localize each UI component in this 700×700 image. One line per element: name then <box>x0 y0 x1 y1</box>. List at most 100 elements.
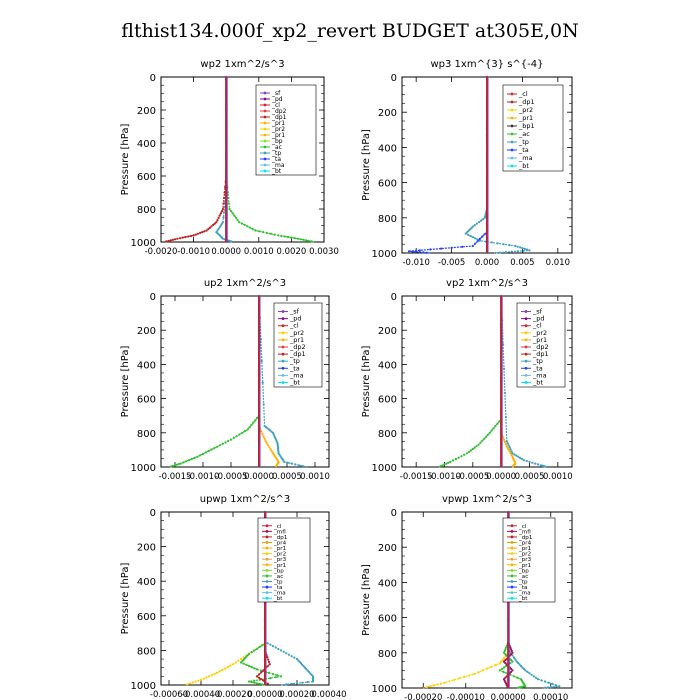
series-marker-pr2 <box>207 675 211 678</box>
series-marker-ac <box>239 661 243 664</box>
series-marker-ac <box>258 645 261 649</box>
series-marker-tp <box>309 672 312 675</box>
legend-label: _pr1 <box>289 336 304 344</box>
legend-label: _tp <box>273 580 283 586</box>
series-marker-tp <box>273 435 276 438</box>
legend-marker <box>263 121 267 125</box>
series-marker-tp <box>274 646 277 649</box>
series-marker-ac <box>441 464 444 467</box>
series-marker-tp <box>282 650 285 653</box>
series-marker-tp <box>275 440 278 443</box>
series-marker-ac <box>481 439 484 442</box>
x-tick-label: 0.00020 <box>279 690 314 700</box>
series-marker-tp <box>303 666 307 669</box>
plot-title: upwp 1xm^2/s^3 <box>200 494 290 505</box>
series-marker-dp1 <box>267 660 271 664</box>
legend-marker <box>510 108 514 112</box>
legend-label: _ac <box>518 574 528 580</box>
legend-label: _tp <box>289 357 300 365</box>
series-marker-tp <box>230 240 233 243</box>
series-marker-tp <box>513 453 516 456</box>
series-marker-tp <box>477 221 480 224</box>
series-marker-tp <box>299 662 303 665</box>
series-marker-mfl <box>510 653 513 656</box>
series-marker-dp1 <box>213 222 216 225</box>
series-marker-ta <box>450 246 453 249</box>
series-marker-tp <box>506 442 509 445</box>
legend-label: _dp1 <box>289 350 306 358</box>
series-marker-ac <box>247 652 251 656</box>
series-marker-tp <box>526 248 529 251</box>
series-marker-tp <box>290 462 293 465</box>
series-marker-ac <box>305 239 308 242</box>
series-marker-tp <box>502 367 506 370</box>
legend-marker <box>510 132 514 136</box>
legend-marker <box>263 97 267 101</box>
series-marker-dp1 <box>194 233 197 236</box>
series-marker-dp1 <box>267 658 270 661</box>
series-marker-dp1 <box>266 682 269 685</box>
legend-marker <box>263 157 267 161</box>
series-marker-pr2 <box>237 659 240 662</box>
legend-marker <box>265 529 269 533</box>
legend-marker <box>510 535 514 539</box>
series-marker-tp <box>508 244 511 247</box>
series-marker-tp <box>521 247 524 250</box>
series-marker-pr2 <box>502 657 506 660</box>
legend-marker <box>265 580 269 583</box>
series-marker-tp <box>221 237 224 240</box>
legend-label: _ta <box>271 156 281 163</box>
series-marker-pr2 <box>432 684 435 687</box>
series-marker-pr2 <box>234 661 237 664</box>
series-marker-tp <box>285 652 288 655</box>
series-marker-ac <box>213 447 216 450</box>
y-tick-label: 400 <box>137 577 156 588</box>
series-marker-dp1 <box>165 240 168 243</box>
series-marker-ac <box>447 461 450 464</box>
legend-label: _pr4 <box>518 541 532 547</box>
series-marker-pr1 <box>506 447 509 450</box>
series-marker-tp <box>469 234 472 238</box>
legend-label: _bp <box>273 568 284 574</box>
series-marker-ta <box>478 237 481 240</box>
series-marker-pr1 <box>507 448 510 451</box>
legend-label: _pr2 <box>518 552 531 558</box>
series-marker-ac <box>187 459 191 462</box>
series-marker-pr2 <box>429 685 432 688</box>
x-tick-label: -0.00040 <box>182 690 220 700</box>
series-marker-pr2 <box>443 681 446 684</box>
x-tick-label: -0.005 <box>438 258 465 268</box>
series-marker-ac <box>261 644 264 647</box>
series-marker-tp <box>536 678 540 681</box>
x-tick-label: 0.0005 <box>515 472 545 482</box>
series-marker-tp <box>558 685 561 688</box>
series-marker-ac <box>307 239 310 242</box>
series-marker-tp <box>301 681 304 684</box>
series-marker-ac <box>477 443 480 446</box>
y-axis-label: Pressure [hPa] <box>361 346 372 418</box>
series-marker-ac <box>250 681 253 684</box>
legend-label: _tp <box>532 357 543 365</box>
legend-marker <box>524 352 528 356</box>
legend-label: _pr2 <box>273 552 286 558</box>
series-marker-pr2 <box>231 663 235 666</box>
legend-label: _dp1 <box>518 535 533 541</box>
series-marker-pr1 <box>262 435 265 438</box>
series-marker-ac <box>253 649 256 652</box>
series-marker-tp <box>293 656 296 659</box>
series-marker-tp <box>276 445 279 448</box>
series-marker-ac <box>229 438 233 441</box>
series-marker-pr2 <box>494 664 497 667</box>
legend-label: _pr4 <box>273 541 287 547</box>
legend-label: _dp2 <box>289 343 306 351</box>
y-tick-label: 0 <box>391 508 397 519</box>
series-marker-pr1 <box>275 465 278 468</box>
series-marker-ac <box>273 233 276 236</box>
series-marker-tp <box>310 673 313 677</box>
legend-marker <box>265 563 269 567</box>
x-tick-label: -0.0005 <box>456 472 489 482</box>
series-marker-pr1 <box>260 430 263 433</box>
legend-marker <box>281 366 285 370</box>
series-marker-ac <box>253 679 256 682</box>
series-marker-pr2 <box>500 660 503 663</box>
